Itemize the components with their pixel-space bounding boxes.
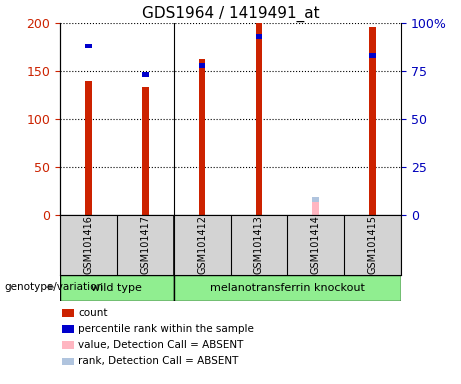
- Bar: [369, 27, 376, 215]
- Text: value, Detection Call = ABSENT: value, Detection Call = ABSENT: [78, 340, 244, 350]
- Text: GSM101413: GSM101413: [254, 215, 264, 274]
- Bar: [255, 23, 262, 215]
- FancyBboxPatch shape: [60, 275, 174, 301]
- Bar: [255, 34, 262, 39]
- Bar: [85, 44, 92, 48]
- Text: wild type: wild type: [91, 283, 142, 293]
- Text: GSM101416: GSM101416: [83, 215, 94, 274]
- Bar: [199, 59, 206, 215]
- Bar: [313, 200, 319, 215]
- Bar: [199, 63, 206, 68]
- Text: rank, Detection Call = ABSENT: rank, Detection Call = ABSENT: [78, 356, 239, 366]
- Text: GSM101415: GSM101415: [367, 215, 378, 274]
- Text: count: count: [78, 308, 108, 318]
- Text: percentile rank within the sample: percentile rank within the sample: [78, 324, 254, 334]
- Bar: [85, 81, 92, 215]
- Text: melanotransferrin knockout: melanotransferrin knockout: [210, 283, 365, 293]
- Bar: [313, 197, 319, 202]
- Text: GSM101412: GSM101412: [197, 215, 207, 274]
- Text: GSM101417: GSM101417: [140, 215, 150, 274]
- Bar: [142, 73, 148, 77]
- Bar: [369, 53, 376, 58]
- FancyBboxPatch shape: [174, 275, 401, 301]
- Text: GDS1964 / 1419491_at: GDS1964 / 1419491_at: [142, 5, 319, 22]
- Bar: [142, 88, 148, 215]
- Text: genotype/variation: genotype/variation: [5, 282, 104, 292]
- Text: GSM101414: GSM101414: [311, 215, 321, 274]
